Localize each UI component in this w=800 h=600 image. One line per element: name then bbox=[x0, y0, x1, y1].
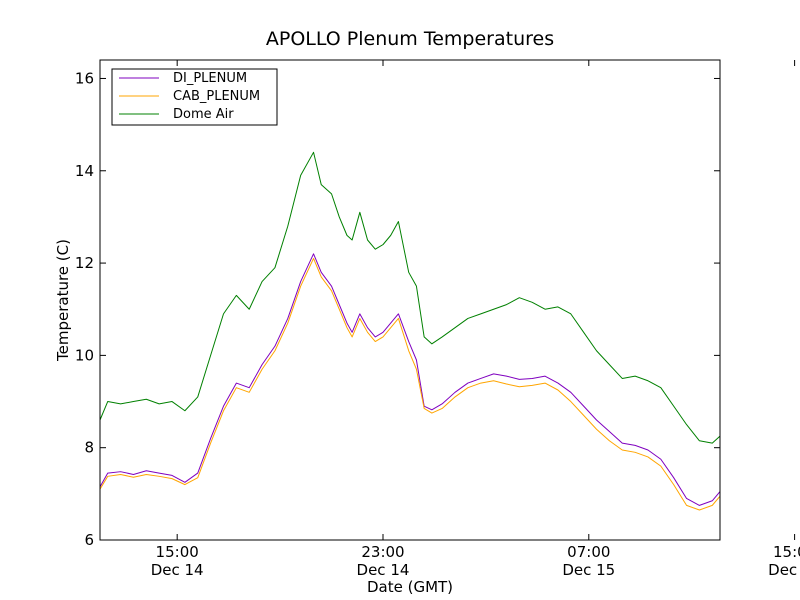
x-tick-label-time: 15:00 bbox=[156, 543, 199, 561]
series-line-di-plenum bbox=[99, 253, 721, 506]
series-layer bbox=[99, 151, 721, 511]
y-tick-label: 8 bbox=[84, 439, 94, 457]
chart-title: APOLLO Plenum Temperatures bbox=[266, 28, 554, 50]
plot-frame bbox=[99, 59, 721, 541]
legend: DI_PLENUM CAB_PLENUM Dome Air bbox=[111, 68, 278, 126]
x-tick-label-date: Dec 15 bbox=[768, 561, 800, 579]
x-tick-label-date: Dec 15 bbox=[562, 561, 615, 579]
legend-label: Dome Air bbox=[173, 107, 234, 122]
series-line-cab-plenum bbox=[99, 257, 721, 511]
x-tick-label: 07:00 Dec 15 bbox=[562, 543, 615, 579]
y-tick-label: 6 bbox=[84, 531, 94, 549]
y-tick-label: 14 bbox=[75, 162, 94, 180]
y-tick-label: 16 bbox=[75, 69, 94, 87]
legend-items: DI_PLENUM CAB_PLENUM Dome Air bbox=[119, 71, 260, 122]
legend-label: CAB_PLENUM bbox=[173, 89, 260, 104]
x-tick-label-date: Dec 14 bbox=[357, 561, 410, 579]
legend-label: DI_PLENUM bbox=[173, 71, 247, 86]
series-line-dome-air bbox=[99, 151, 721, 444]
y-axis-label: Temperature (C) bbox=[54, 239, 72, 362]
x-tick-label-time: 23:00 bbox=[361, 543, 404, 561]
x-tick-label-date: Dec 14 bbox=[151, 561, 204, 579]
y-tick-label: 12 bbox=[75, 254, 94, 272]
x-tick-label-time: 15:00 bbox=[773, 543, 800, 561]
y-tick-label: 10 bbox=[75, 346, 94, 364]
x-tick-label: 15:00 Dec 14 bbox=[151, 543, 204, 579]
x-tick-label: 23:00 Dec 14 bbox=[357, 543, 410, 579]
x-tick-label-time: 07:00 bbox=[567, 543, 610, 561]
x-axis-label: Date (GMT) bbox=[367, 578, 453, 596]
